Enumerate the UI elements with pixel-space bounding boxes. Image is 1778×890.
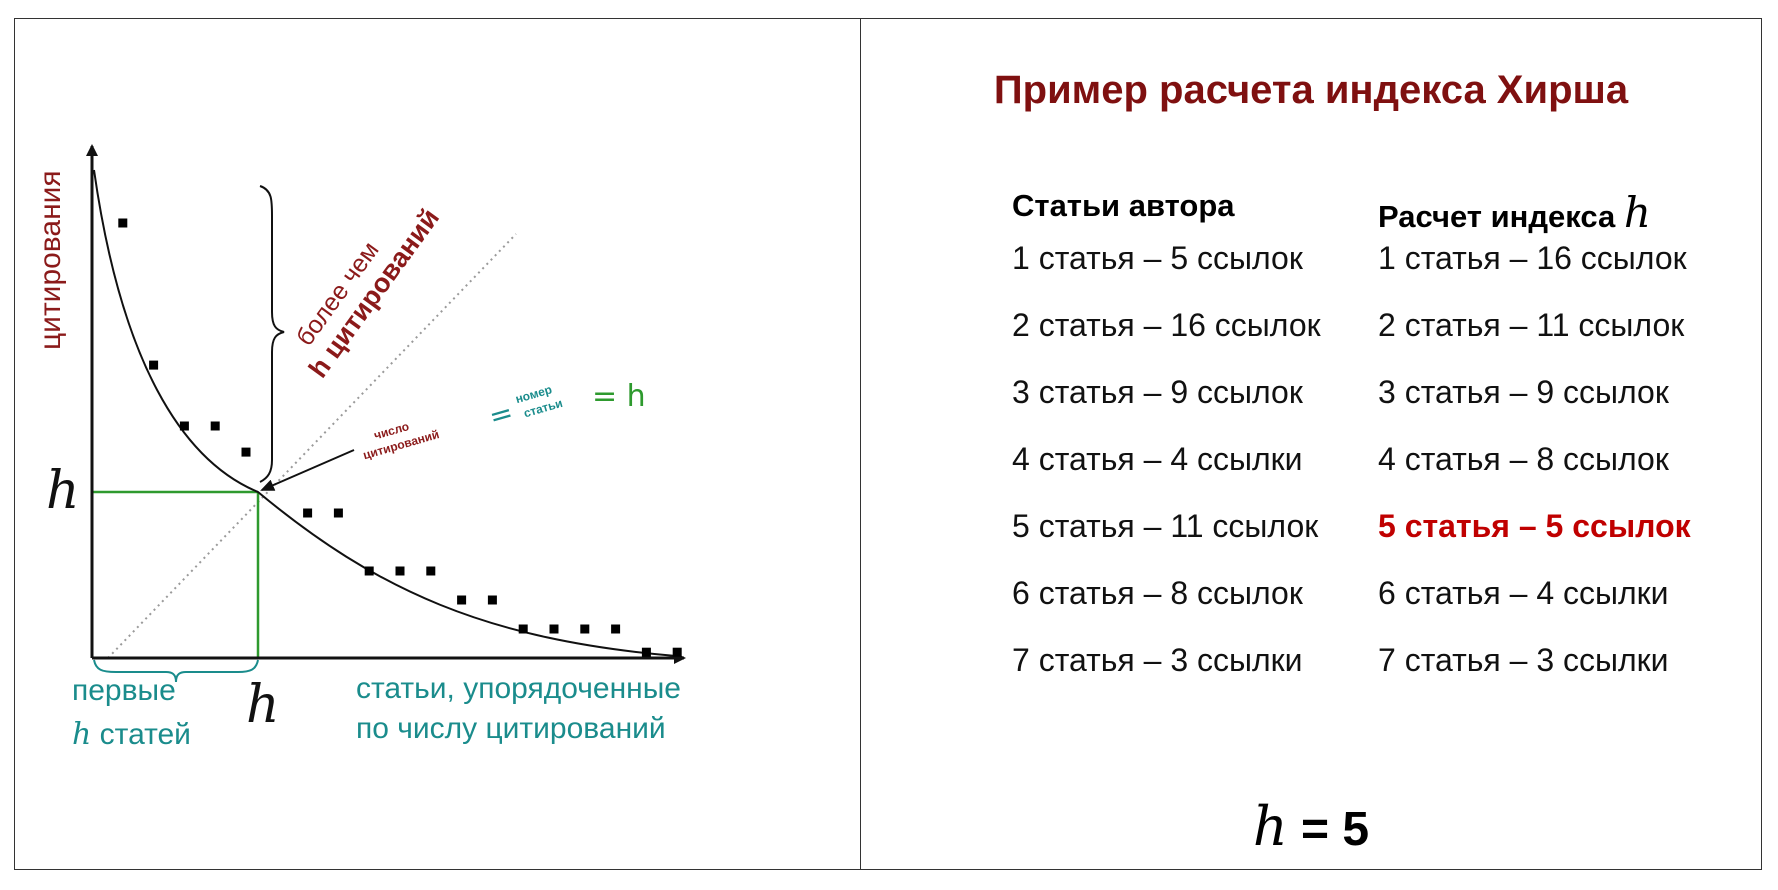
citation-curve: [93, 169, 677, 657]
first-label-line1: первые: [72, 674, 176, 707]
first-label-line2: h статей: [72, 717, 191, 752]
first-label-rest: статей: [91, 718, 191, 751]
h-symbol-y: h: [46, 461, 80, 521]
h-symbol-x: h: [246, 675, 280, 735]
data-points: [118, 218, 682, 657]
panel-divider: [860, 18, 861, 870]
result-rest: = 5: [1287, 803, 1370, 856]
author-article-row: 2 статья – 16 ссылок: [1012, 307, 1321, 343]
data-point: [426, 566, 436, 576]
result-h: h: [1252, 795, 1288, 858]
author-article-row: 7 статья – 3 ссылки: [1012, 642, 1303, 678]
author-article-row: 6 статья – 8 ссылок: [1012, 575, 1303, 611]
x-axis-label-line1: статьи, упорядоченные: [356, 672, 681, 705]
first-h-brace: [93, 659, 259, 683]
h-calc-row: 6 статья – 4 ссылки: [1378, 575, 1669, 611]
data-point: [303, 508, 313, 518]
citations-brace: [259, 185, 285, 483]
author-article-row: 3 статья – 9 ссылок: [1012, 374, 1303, 410]
data-point: [179, 421, 189, 431]
h-result: h = 5: [862, 795, 1760, 858]
outer-frame: [14, 18, 1762, 870]
diagonal-line: [107, 233, 517, 659]
data-point: [672, 647, 682, 657]
eq-result: = h: [592, 379, 646, 414]
data-point: [518, 624, 528, 634]
data-point: [395, 566, 405, 576]
data-point: [611, 624, 621, 634]
col1-header: Статьи автора: [1012, 188, 1235, 223]
h-calc-row: 3 статья – 9 ссылок: [1378, 374, 1669, 410]
author-article-row: 1 статья – 5 ссылок: [1012, 240, 1303, 276]
data-point: [580, 624, 590, 634]
h-calc-row: 2 статья – 11 ссылок: [1378, 307, 1685, 343]
example-panel: Пример расчета индекса Хирша Статьи авто…: [862, 20, 1760, 868]
h-calc-row-highlight: 5 статья – 5 ссылок: [1378, 508, 1691, 544]
col2-header-h: h: [1623, 188, 1651, 237]
x-axis-label-line2: по числу цитирований: [356, 712, 666, 745]
data-point: [149, 360, 159, 370]
col2-header-text: Расчет индекса: [1378, 199, 1616, 234]
first-label-h: h: [72, 717, 91, 752]
data-point: [457, 595, 467, 605]
data-point: [118, 218, 128, 228]
data-point: [364, 566, 374, 576]
data-point: [333, 508, 343, 518]
h-index-diagram: цитирования h h более чем h цитирований …: [34, 144, 686, 752]
data-point: [241, 447, 251, 457]
intersection-arrow: [260, 449, 355, 491]
author-article-row: 4 статья – 4 ссылки: [1012, 441, 1303, 477]
data-point: [641, 647, 651, 657]
col2-header: Расчет индекса h: [1378, 188, 1651, 237]
example-title: Пример расчета индекса Хирша: [993, 68, 1629, 112]
h-calc-row: 7 статья – 3 ссылки: [1378, 642, 1669, 678]
h-calc-row: 1 статья – 16 ссылок: [1378, 240, 1687, 276]
author-article-row: 5 статья – 11 ссылок: [1012, 508, 1319, 544]
data-point: [549, 624, 559, 634]
eq-sign: =: [485, 395, 517, 433]
h-calc-row: 4 статья – 8 ссылок: [1378, 441, 1669, 477]
y-axis-label: цитирования: [34, 170, 67, 350]
data-point: [210, 421, 220, 431]
data-point: [487, 595, 497, 605]
